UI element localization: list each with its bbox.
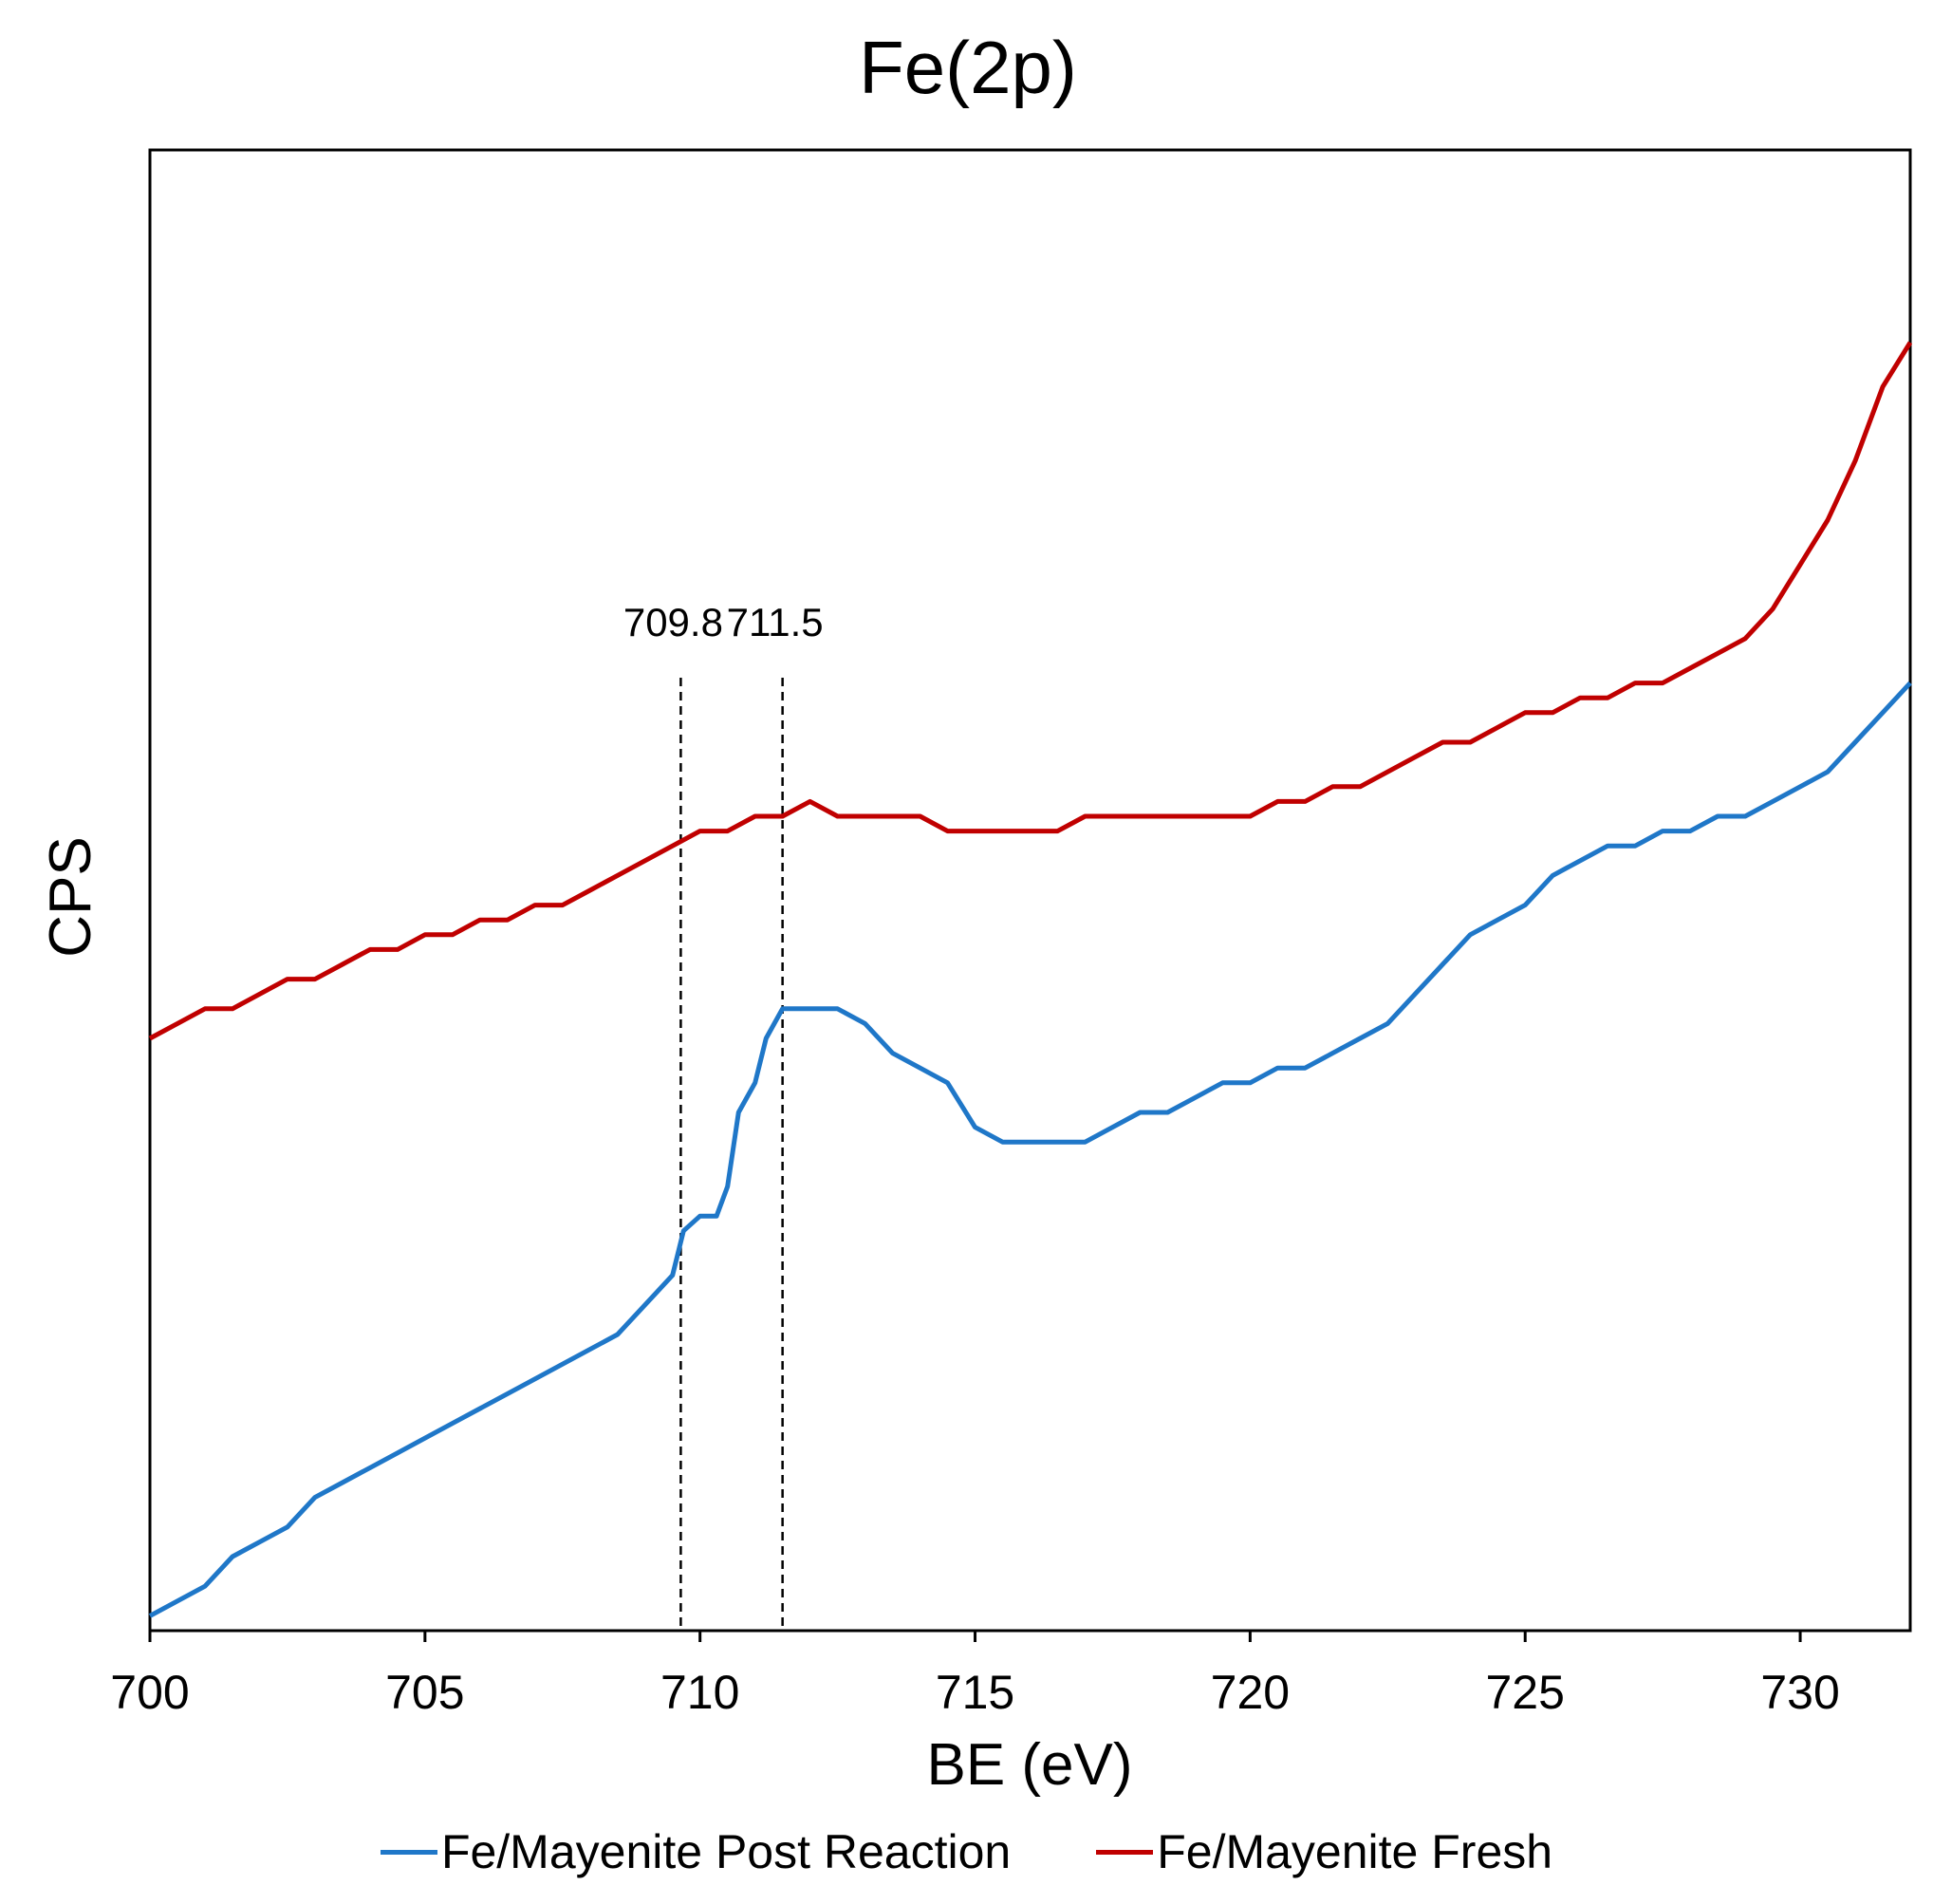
- series-line-0: [148, 681, 1912, 1618]
- legend-item-fresh: Fe/Mayenite Fresh: [1096, 1824, 1552, 1879]
- x-tick-label-2: 710: [660, 1666, 739, 1719]
- x-tick-label-3: 715: [936, 1666, 1014, 1719]
- x-axis-label: BE (eV): [926, 1732, 1132, 1798]
- legend: Fe/Mayenite Post Reaction Fe/Mayenite Fr…: [0, 1824, 1933, 1879]
- chart-title: Fe(2p): [859, 26, 1077, 109]
- legend-item-post-reaction: Fe/Mayenite Post Reaction: [380, 1824, 1012, 1879]
- legend-label-post-reaction: Fe/Mayenite Post Reaction: [440, 1825, 1012, 1878]
- legend-swatch-fresh: [1096, 1849, 1154, 1855]
- x-tick-label-5: 725: [1486, 1666, 1565, 1719]
- x-tick-label-4: 720: [1211, 1666, 1290, 1719]
- annotation-label-1: 711.5: [727, 600, 824, 644]
- x-tick-label-1: 705: [385, 1666, 464, 1719]
- annotation-label-0: 709.8: [623, 600, 723, 644]
- plot-frame: [148, 148, 1912, 1633]
- x-tick-label-6: 730: [1760, 1666, 1839, 1719]
- series-line-1: [148, 341, 1913, 1041]
- legend-label-fresh: Fe/Mayenite Fresh: [1157, 1825, 1553, 1878]
- y-axis-label: CPS: [38, 836, 103, 957]
- x-tick-label-0: 700: [110, 1666, 189, 1719]
- legend-swatch-post-reaction: [380, 1849, 437, 1855]
